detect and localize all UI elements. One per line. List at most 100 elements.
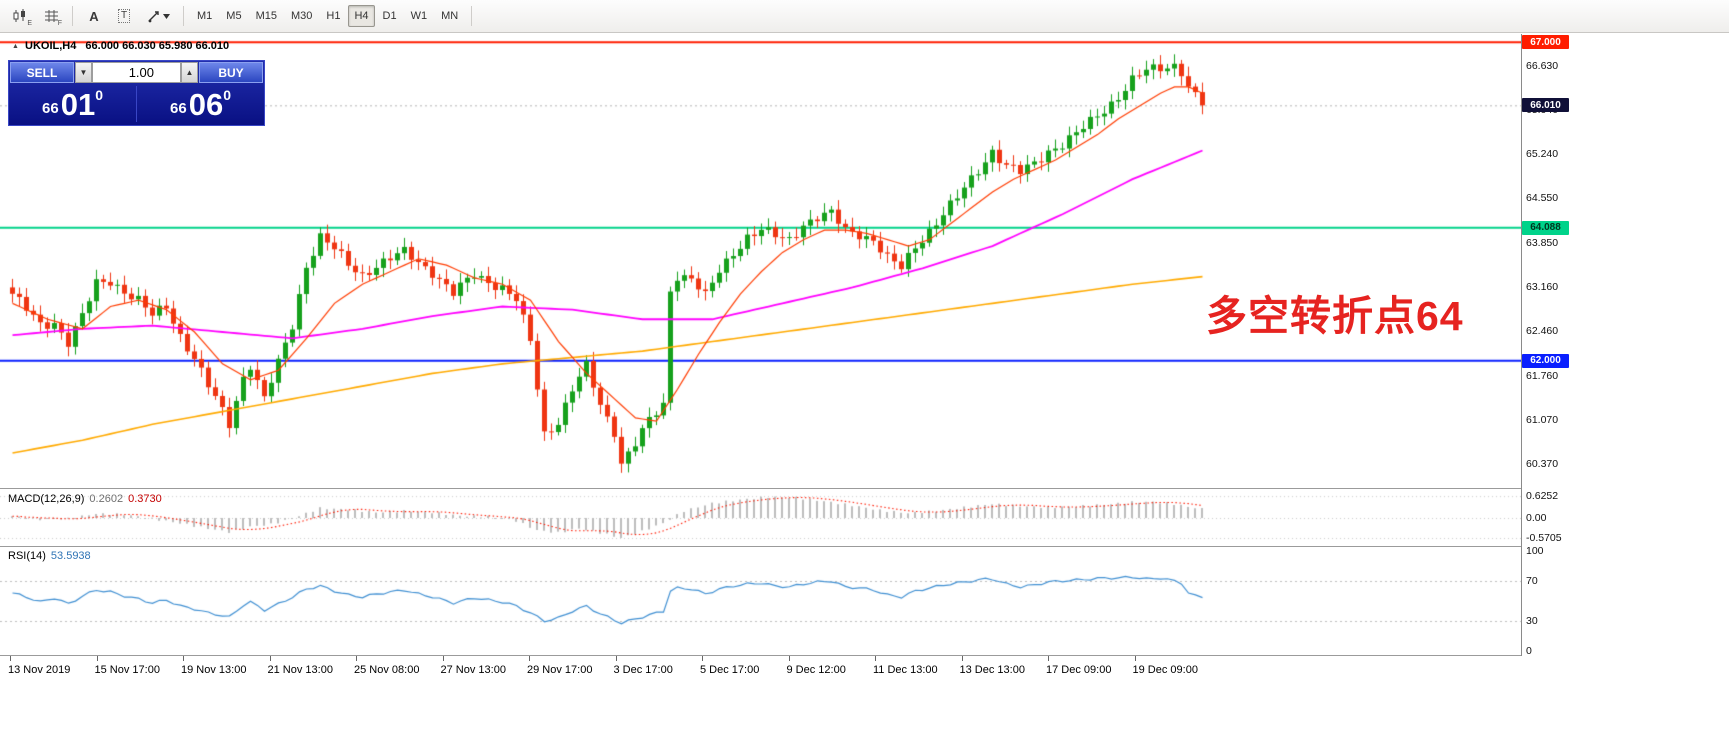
price-tick-label: 63.850 — [1526, 236, 1559, 249]
rsi-scale-label: 30 — [1526, 615, 1538, 627]
rsi-scale-label: 70 — [1526, 575, 1538, 587]
toolbar-separator — [183, 6, 184, 26]
line-tools-button[interactable] — [140, 3, 176, 29]
price-scale[interactable] — [1521, 34, 1572, 656]
price-divider — [136, 86, 137, 122]
bar-grid-icon-button[interactable]: F — [37, 3, 65, 29]
price-tick-label: 60.370 — [1526, 458, 1559, 471]
timeframe-button-M15[interactable]: M15 — [255, 10, 277, 22]
panel-separator[interactable] — [0, 488, 1572, 489]
time-axis-tick — [529, 656, 530, 661]
candlestick-chart-icon-button[interactable]: E — [7, 3, 35, 29]
time-axis-tick — [269, 656, 271, 661]
rsi-value: 53.5938 — [50, 550, 91, 562]
rsi-name: RSI(14) — [8, 550, 46, 562]
sell-button[interactable]: SELL — [10, 62, 74, 83]
text-tool-button[interactable]: A — [80, 3, 108, 29]
line-tools-icon — [148, 10, 159, 22]
time-axis-tick — [615, 656, 617, 661]
price-tick-label: 61.760 — [1526, 369, 1559, 382]
sell-price-pips: 01 — [60, 86, 96, 122]
time-axis-label: 21 Nov 13:00 — [267, 664, 333, 676]
timeframe-button-M1[interactable]: M1 — [197, 10, 213, 22]
toolbar-separator — [72, 6, 73, 26]
time-axis-tick — [1048, 656, 1049, 661]
time-axis-tick — [10, 656, 11, 661]
timeframe-button-MN[interactable]: MN — [441, 10, 459, 22]
macd-scale-label: 0.00 — [1526, 512, 1547, 524]
bar-grid-icon — [44, 9, 58, 22]
time-axis-label: 27 Nov 13:00 — [440, 664, 506, 676]
text-tool-icon: A — [89, 8, 99, 24]
price-tick-label: 61.070 — [1526, 413, 1559, 426]
macd-scale-label: -0.5705 — [1526, 531, 1562, 544]
label-tool-icon: T — [117, 9, 131, 23]
icon-sub-label: F — [57, 20, 62, 27]
time-axis-label: 3 Dec 17:00 — [613, 664, 673, 676]
buy-button[interactable]: BUY — [199, 62, 263, 83]
time-axis-tick — [96, 656, 98, 661]
time-axis-tick — [356, 656, 357, 661]
price-level-badge: 62.000 — [1522, 353, 1569, 368]
rsi-scale-label: 0 — [1526, 645, 1532, 657]
volume-decrease-button[interactable]: ▼ — [75, 62, 92, 83]
label-tool-button[interactable]: T — [110, 3, 138, 29]
timeframe-button-H1[interactable]: H1 — [326, 10, 341, 22]
time-axis-label: 19 Nov 13:00 — [181, 664, 247, 676]
macd-label: MACD(12,26,9) 0.2602 0.3730 — [8, 493, 162, 505]
macd-main-value: 0.2602 — [89, 493, 124, 505]
chart-ohlc-values: 66.000 66.030 65.980 66.010 — [85, 40, 230, 52]
time-axis-tick — [183, 656, 184, 661]
rsi-canvas[interactable] — [0, 547, 1521, 655]
toolbar-separator — [471, 6, 473, 26]
macd-name: MACD(12,26,9) — [8, 493, 85, 505]
macd-signal-value: 0.3730 — [128, 493, 162, 505]
buy-price-point: 0 — [223, 87, 231, 103]
time-axis-label: 15 Nov 17:00 — [94, 664, 160, 676]
sell-price-button[interactable]: 66 01 0 — [9, 84, 136, 124]
timeframe-button-M5[interactable]: M5 — [226, 10, 242, 22]
chart-title: ▲ UKOIL,H4 66.000 66.030 65.980 66.010 — [12, 40, 229, 52]
timeframe-button-W1[interactable]: W1 — [410, 10, 428, 22]
buy-price-pips: 06 — [188, 86, 224, 122]
panel-separator[interactable] — [0, 655, 1572, 656]
macd-scale-label: 0.6252 — [1526, 490, 1559, 503]
timeframe-button-D1[interactable]: D1 — [382, 10, 397, 22]
time-axis[interactable]: 13 Nov 2019 15 Nov 17:00 19 Nov 13:00 21 No… — [0, 656, 1572, 684]
price-tick-label: 63.160 — [1526, 280, 1559, 293]
chart-annotation-text: 多空转折点64 — [1206, 293, 1464, 339]
time-axis-label: 11 Dec 13:00 — [873, 664, 938, 676]
time-axis-tick — [961, 656, 963, 661]
volume-input[interactable] — [92, 62, 181, 83]
one-click-trading-panel: SELL ▼ ▲ BUY 66 01 0 66 06 0 — [8, 60, 265, 126]
volume-increase-button[interactable]: ▲ — [181, 62, 198, 83]
price-tick-label: 64.550 — [1526, 192, 1559, 205]
sell-price-major: 66 — [42, 100, 59, 117]
time-axis-label: 29 Nov 17:00 — [527, 664, 593, 676]
time-axis-tick — [702, 656, 703, 661]
chart-symbol-label: UKOIL,H4 — [25, 40, 77, 52]
price-level-badge: 67.000 — [1522, 35, 1569, 50]
price-tick-label: 62.460 — [1526, 325, 1559, 338]
time-axis-tick — [875, 656, 876, 661]
buy-price-button[interactable]: 66 06 0 — [137, 84, 264, 124]
time-axis-label: 9 Dec 12:00 — [786, 664, 846, 676]
timeframe-buttons: M1 M5 M15 M30 H1 H4 D1 W1 MN — [190, 5, 465, 27]
time-axis-label: 5 Dec 17:00 — [700, 664, 760, 676]
chevron-down-icon — [162, 13, 170, 19]
timeframe-button-M30[interactable]: M30 — [290, 10, 313, 22]
timeframe-button-H4[interactable]: H4 — [348, 5, 375, 27]
rsi-label: RSI(14) 53.5938 — [8, 550, 91, 562]
icon-sub-label: E — [27, 20, 32, 27]
time-axis-tick — [788, 656, 790, 661]
time-axis-tick — [442, 656, 444, 661]
collapse-triangle-icon: ▲ — [12, 43, 19, 50]
time-axis-label: 17 Dec 09:00 — [1046, 664, 1112, 676]
price-level-badge: 66.010 — [1522, 98, 1569, 113]
time-axis-label: 13 Dec 13:00 — [959, 664, 1025, 676]
spin-up-icon: ▲ — [185, 68, 194, 77]
chart-window: ▲ UKOIL,H4 66.000 66.030 65.980 66.010 S… — [0, 34, 1572, 750]
panel-separator[interactable] — [0, 546, 1572, 547]
macd-canvas[interactable] — [0, 490, 1521, 546]
time-axis-tick — [1134, 656, 1136, 661]
